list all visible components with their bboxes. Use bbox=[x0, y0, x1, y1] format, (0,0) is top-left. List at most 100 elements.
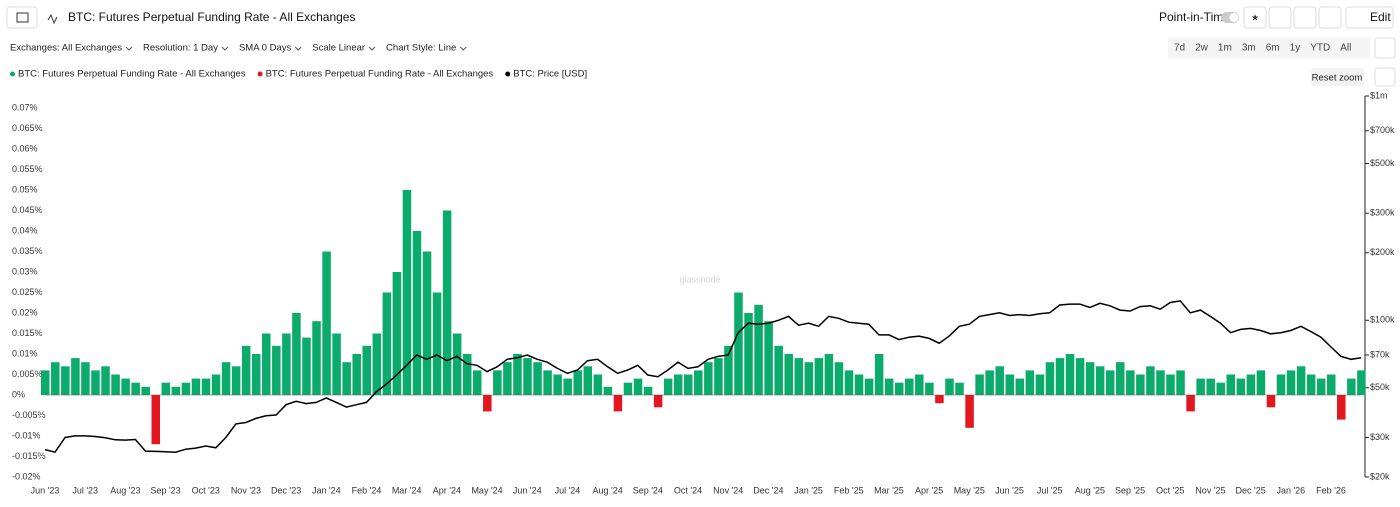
copy-button[interactable] bbox=[1318, 6, 1342, 29]
bar bbox=[462, 354, 472, 395]
reset-zoom-button[interactable] bbox=[1311, 68, 1364, 86]
price-line bbox=[44, 300, 1362, 454]
x-tick-label: Feb '26 bbox=[1316, 485, 1346, 495]
bar bbox=[824, 354, 834, 395]
bar bbox=[1005, 374, 1014, 395]
camera-button[interactable] bbox=[1374, 67, 1396, 87]
range-button[interactable]: 2w bbox=[1195, 43, 1209, 54]
bar bbox=[1126, 370, 1135, 395]
x-tick-label: Apr '25 bbox=[915, 485, 943, 495]
y2-tick-label: $1m bbox=[1370, 90, 1388, 100]
x-tick-label: Jul '24 bbox=[555, 485, 581, 495]
bar bbox=[1327, 374, 1336, 395]
calendar-button[interactable] bbox=[1374, 37, 1396, 59]
y2-tick-label: $500k bbox=[1370, 158, 1395, 168]
bar bbox=[603, 386, 613, 395]
bar bbox=[312, 321, 321, 395]
bar bbox=[1286, 370, 1296, 395]
x-tick-label: Oct '23 bbox=[192, 485, 220, 495]
bar bbox=[322, 251, 331, 395]
bar bbox=[151, 395, 161, 445]
share-button[interactable] bbox=[1293, 6, 1317, 29]
bar bbox=[814, 358, 824, 395]
bar bbox=[211, 374, 221, 395]
bar bbox=[1196, 378, 1205, 395]
bar bbox=[955, 382, 964, 395]
bar bbox=[1055, 358, 1065, 395]
x-tick-label: Nov '24 bbox=[713, 485, 743, 495]
bar bbox=[623, 382, 633, 395]
toolbar-dropdown[interactable]: SMA 0 Days bbox=[239, 43, 292, 54]
alert-button[interactable] bbox=[1268, 6, 1292, 29]
bar bbox=[663, 378, 673, 395]
bar bbox=[523, 358, 532, 395]
range-button[interactable]: All bbox=[1340, 43, 1351, 54]
bar bbox=[1156, 370, 1165, 395]
legend-label[interactable]: BTC: Futures Perpetual Funding Rate - Al… bbox=[266, 69, 494, 80]
bar bbox=[1306, 374, 1316, 395]
bar bbox=[483, 395, 492, 412]
toolbar-dropdown[interactable]: Chart Style: Line bbox=[386, 43, 456, 54]
range-button[interactable]: 7d bbox=[1174, 43, 1185, 54]
bar bbox=[1347, 378, 1356, 395]
legend-swatch bbox=[10, 71, 15, 77]
bar bbox=[854, 374, 864, 395]
legend-label[interactable]: BTC: Futures Perpetual Funding Rate - Al… bbox=[18, 69, 246, 80]
y-tick-label: 0.025% bbox=[12, 287, 43, 297]
dropdown-caret bbox=[221, 46, 229, 51]
sidebar-button[interactable] bbox=[6, 6, 38, 29]
range-button[interactable]: 3m bbox=[1242, 43, 1256, 54]
y2-tick-label: $700k bbox=[1370, 125, 1395, 135]
edit-button[interactable] bbox=[1345, 6, 1394, 29]
y-tick-label: 0.005% bbox=[12, 369, 43, 379]
y-tick-label: -0.015% bbox=[12, 451, 46, 461]
y-tick-label: 0.02% bbox=[12, 307, 38, 317]
bar bbox=[935, 395, 944, 404]
x-tick-label: Oct '25 bbox=[1156, 485, 1184, 495]
bar bbox=[653, 395, 663, 408]
star-button[interactable] bbox=[1243, 6, 1267, 29]
toolbar-dropdown[interactable]: Resolution: 1 Day bbox=[143, 43, 218, 54]
range-button[interactable]: YTD bbox=[1310, 43, 1330, 54]
bar bbox=[372, 333, 382, 395]
bar bbox=[965, 395, 974, 428]
chart-icon bbox=[47, 13, 58, 25]
edit-label: Edit bbox=[1370, 10, 1391, 24]
bar bbox=[1035, 374, 1045, 395]
y2-tick-label: $70k bbox=[1370, 349, 1390, 359]
toolbar-dropdown[interactable]: Exchanges: All Exchanges bbox=[10, 43, 122, 54]
toolbar-dropdown[interactable]: Scale Linear bbox=[312, 43, 365, 54]
bar bbox=[583, 366, 593, 395]
bar bbox=[844, 370, 854, 395]
bar bbox=[573, 370, 582, 395]
bar bbox=[915, 374, 924, 395]
bar bbox=[171, 386, 181, 395]
range-button[interactable]: 6m bbox=[1266, 43, 1280, 54]
range-button[interactable]: 1y bbox=[1290, 43, 1301, 54]
y-tick-label: -0.005% bbox=[12, 410, 46, 420]
bar bbox=[1146, 366, 1155, 395]
legend-label[interactable]: BTC: Price [USD] bbox=[513, 69, 587, 80]
bar bbox=[684, 374, 693, 395]
bar bbox=[1206, 378, 1215, 395]
bar bbox=[1045, 362, 1055, 395]
plot: -0.02% -0.015% -0.01% -0.005% 0% 0.005% 0.01% 0… bbox=[12, 90, 1395, 495]
bar bbox=[71, 358, 80, 395]
bar bbox=[784, 354, 793, 395]
bar bbox=[543, 370, 552, 395]
y-tick-label: 0.055% bbox=[12, 164, 43, 174]
point-in-time-label: Point-in-Time bbox=[1159, 10, 1230, 24]
x-tick-label: Sep '25 bbox=[1115, 485, 1145, 495]
bar bbox=[41, 370, 50, 395]
range-selector: 7d 2w 1m 3m 6m 1y YTD All bbox=[1168, 38, 1370, 58]
bar bbox=[1105, 370, 1115, 395]
x-tick-label: Aug '25 bbox=[1075, 485, 1105, 495]
bar bbox=[141, 386, 150, 395]
bar bbox=[392, 272, 402, 395]
legend: BTC: Futures Perpetual Funding Rate - Al… bbox=[10, 69, 587, 80]
bar bbox=[1216, 382, 1225, 395]
x-tick-label: Sep '23 bbox=[150, 485, 180, 495]
bar bbox=[51, 362, 60, 395]
bar bbox=[1226, 374, 1236, 395]
range-button[interactable]: 1m bbox=[1218, 43, 1232, 54]
